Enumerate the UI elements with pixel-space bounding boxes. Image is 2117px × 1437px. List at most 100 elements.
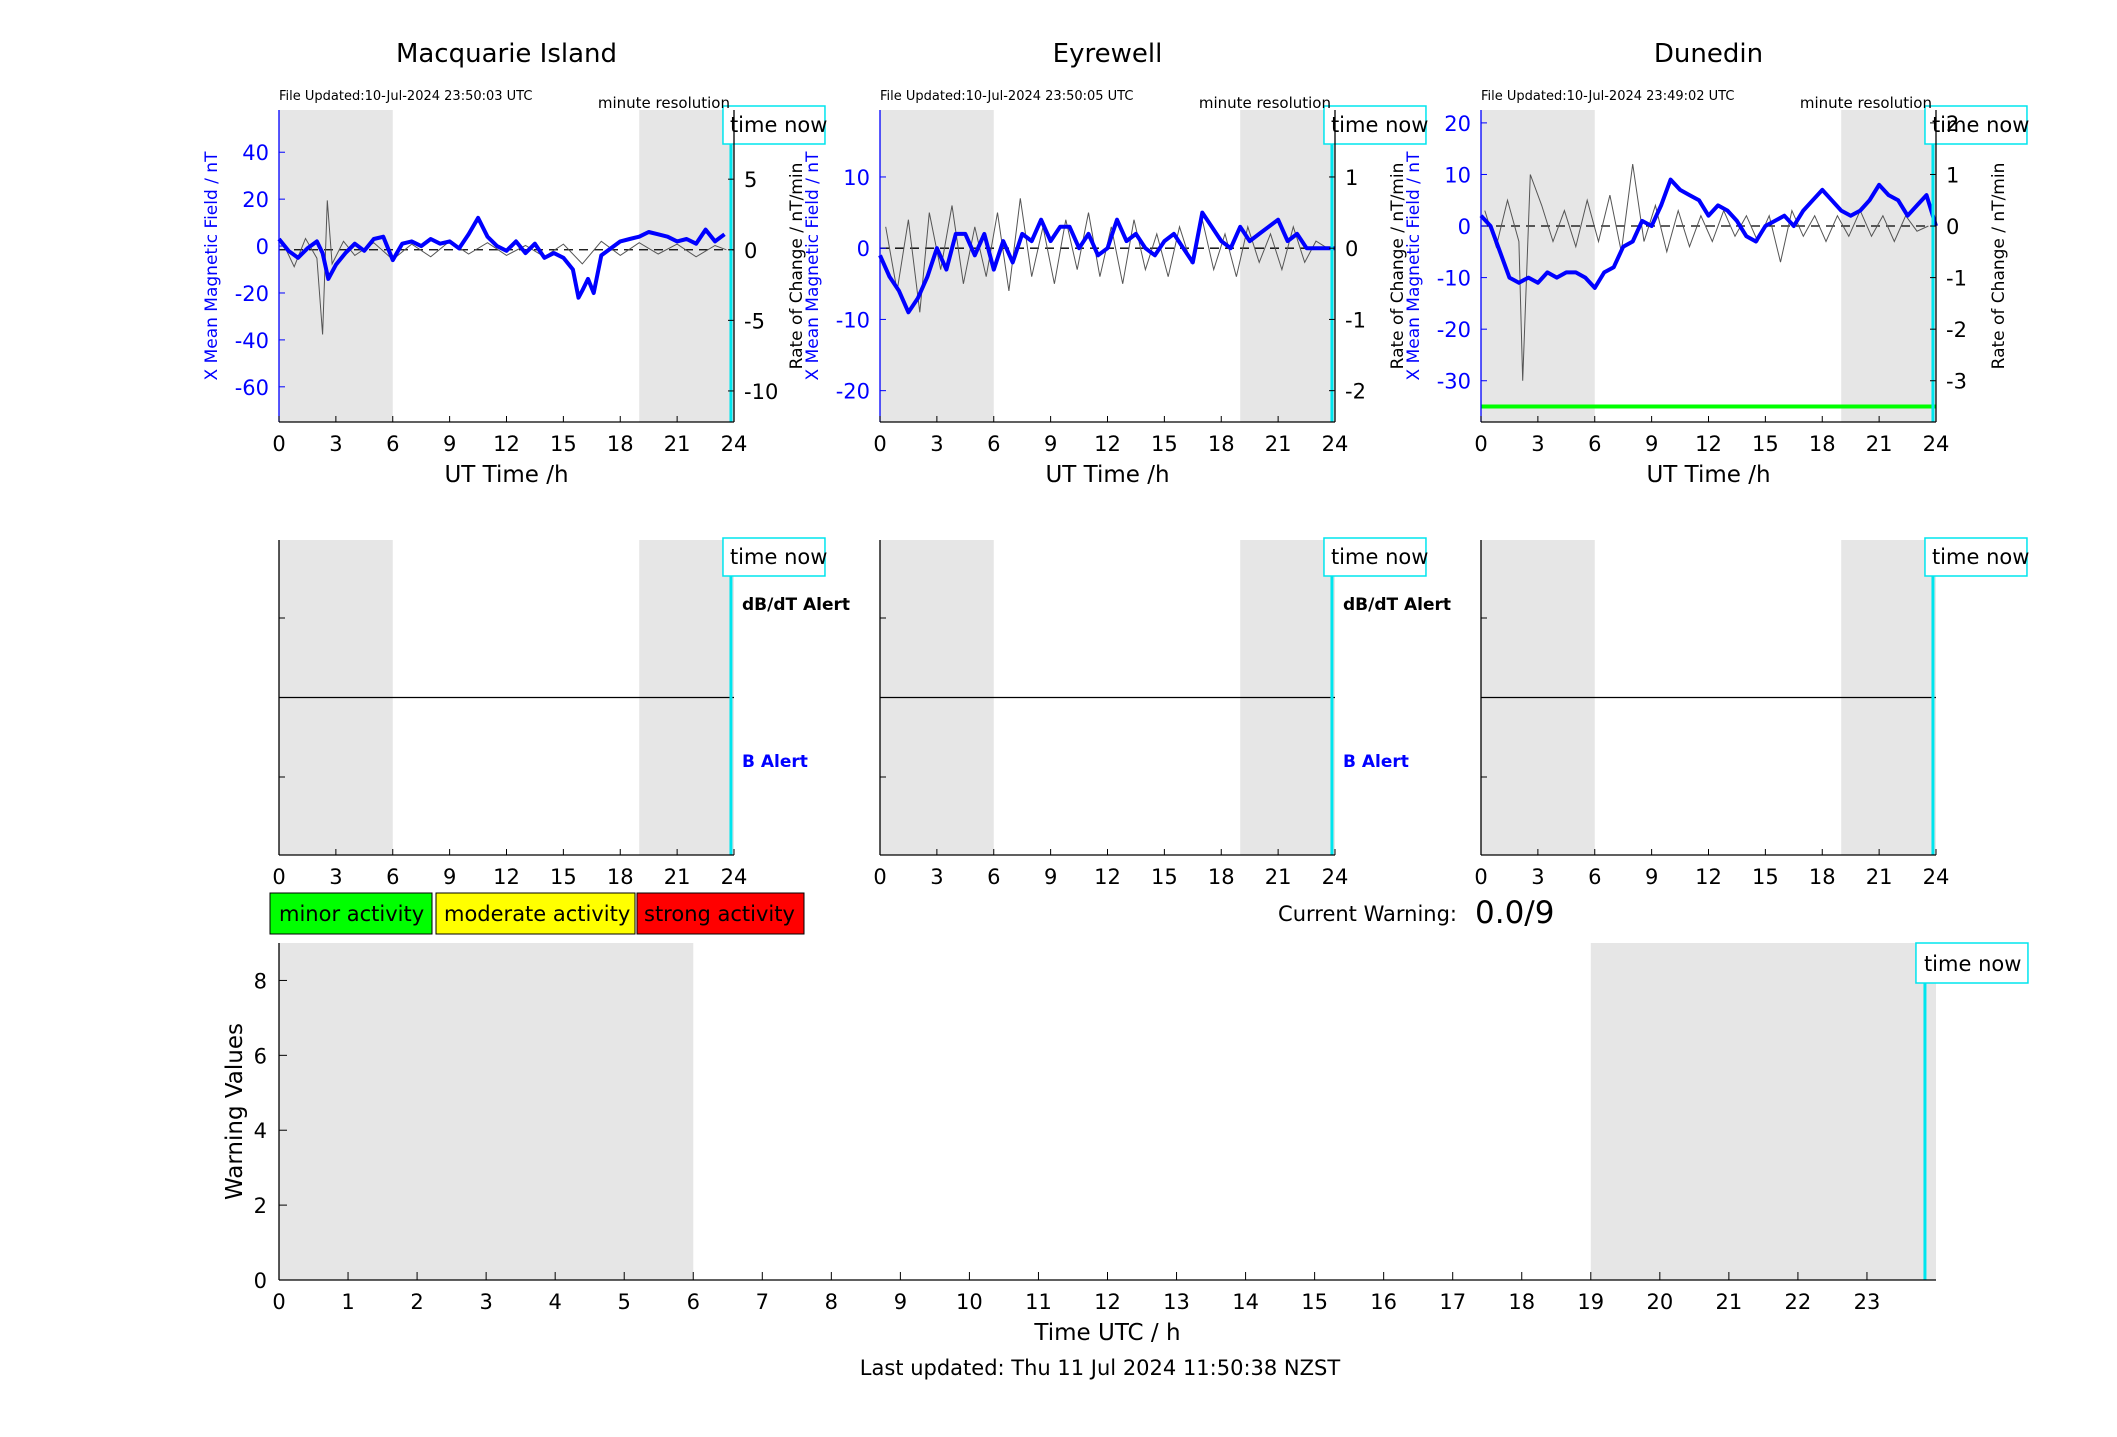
left-tick-label: 0	[857, 237, 870, 261]
x-tick-label: 21	[1265, 432, 1292, 456]
x-tick-label: 24	[721, 865, 748, 889]
y-tick-label: 2	[254, 1194, 267, 1218]
strong-label: strong activity	[644, 902, 795, 926]
x-tick-label: 3	[930, 432, 943, 456]
left-tick-label: 10	[1444, 163, 1471, 187]
x-tick-label: 4	[548, 1290, 561, 1314]
x-tick-label: 15	[550, 432, 577, 456]
x-tick-label: 21	[1866, 865, 1893, 889]
x-tick-label: 0	[272, 865, 285, 889]
time-now-box	[1915, 942, 2029, 984]
right-tick-label: 1	[1946, 163, 1959, 187]
x-tick-label: 9	[1044, 865, 1057, 889]
right-axis-title: Rate of Change / nT/min	[787, 163, 807, 370]
right-tick-label: 0	[744, 239, 757, 263]
left-axis-title: X Mean Magnetic Field / nT	[803, 151, 823, 381]
dbdt-alert-label: dB/dT Alert	[1343, 595, 1451, 615]
alert-panel-0: time now 0 3 6 9 12 15 18 21 24 dB/dT Alert B Alert	[272, 537, 850, 889]
x-tick-label: 24	[1322, 865, 1349, 889]
x-tick-label: 12	[1094, 865, 1121, 889]
x-tick-label: 18	[607, 432, 634, 456]
x-tick-label: 17	[1439, 1290, 1466, 1314]
time-now-label: time now	[1932, 113, 2029, 137]
x-tick-label: 21	[1716, 1290, 1743, 1314]
x-tick-label: 3	[329, 865, 342, 889]
time-now-box	[722, 105, 826, 145]
b-alert-label: B Alert	[1343, 752, 1409, 772]
night-shade	[279, 943, 694, 1280]
left-tick-label: 10	[843, 166, 870, 190]
file-updated: File Updated:10-Jul-2024 23:50:03 UTC	[279, 89, 532, 104]
left-tick-label: -60	[235, 376, 269, 400]
right-axis-title: Rate of Change / nT/min	[1388, 163, 1408, 370]
x-tick-label: 2	[410, 1290, 423, 1314]
x-tick-label: 6	[1588, 865, 1601, 889]
rate-of-change-line	[282, 200, 727, 335]
right-tick-label: 2	[1946, 112, 1959, 136]
x-axis-title: Time UTC / h	[1033, 1320, 1180, 1346]
right-tick-label: -1	[1345, 308, 1366, 332]
left-tick-label: 0	[1458, 215, 1471, 239]
time-now-label: time now	[730, 545, 827, 569]
right-tick-label: 0	[1345, 237, 1358, 261]
last-updated: Last updated: Thu 11 Jul 2024 11:50:38 N…	[860, 1356, 1341, 1380]
x-tick-label: 24	[1322, 432, 1349, 456]
left-tick-label: 20	[242, 188, 269, 212]
x-tick-label: 5	[618, 1290, 631, 1314]
x-tick-label: 0	[272, 432, 285, 456]
x-tick-label: 18	[607, 865, 634, 889]
left-tick-label: 0	[256, 235, 269, 259]
time-now-label: time now	[1932, 545, 2029, 569]
minor-swatch	[269, 892, 433, 935]
station-panel-0: time now 40 20 0 -20 -40 -60 5 0 -5 -10 0 3 6 9 12 15 18 2…	[202, 39, 827, 488]
night-shade	[1841, 110, 1936, 422]
right-tick-label: -3	[1946, 370, 1967, 394]
minor-label: minor activity	[279, 902, 424, 926]
left-tick-label: -10	[836, 308, 870, 332]
current-warning-value: 0.0/9	[1475, 895, 1554, 931]
x-tick-label: 19	[1577, 1290, 1604, 1314]
left-axis-title: X Mean Magnetic Field / nT	[202, 151, 222, 381]
night-shade	[1240, 110, 1335, 422]
dbdt-alert-label: dB/dT Alert	[742, 595, 850, 615]
night-shade	[1590, 943, 1936, 1280]
x-tick-label: 9	[1044, 432, 1057, 456]
x-tick-label: 9	[1645, 432, 1658, 456]
x-tick-label: 0	[873, 432, 886, 456]
strong-swatch	[636, 892, 805, 935]
x-tick-label: 18	[1508, 1290, 1535, 1314]
x-tick-label: 15	[1151, 432, 1178, 456]
alert-panel-2: time now 0 3 6 9 12 15 18 21 24	[1474, 537, 2029, 889]
station-title: Dunedin	[1654, 39, 1763, 69]
x-tick-label: 6	[386, 432, 399, 456]
x-tick-label: 9	[894, 1290, 907, 1314]
resolution-label: minute resolution	[1800, 94, 1932, 112]
x-tick-label: 15	[550, 865, 577, 889]
file-updated: File Updated:10-Jul-2024 23:50:05 UTC	[880, 89, 1133, 104]
right-tick-label: -5	[744, 309, 765, 333]
left-tick-label: -30	[1437, 370, 1471, 394]
current-warning: Current Warning: 0.0/9	[1278, 895, 1554, 931]
right-tick-label: -2	[1946, 318, 1967, 342]
x-tick-label: 21	[1265, 865, 1292, 889]
rate-of-change-line	[1484, 164, 1929, 381]
x-tick-label: 21	[664, 432, 691, 456]
night-shade	[639, 110, 734, 422]
x-tick-label: 6	[1588, 432, 1601, 456]
time-now-box	[722, 537, 826, 577]
x-tick-label: 6	[687, 1290, 700, 1314]
time-now-label: time now	[1331, 113, 1428, 137]
left-tick-label: -20	[836, 380, 870, 404]
x-tick-label: 6	[987, 432, 1000, 456]
left-tick-label: -20	[235, 282, 269, 306]
x-axis-title: UT Time /h	[1646, 462, 1770, 488]
x-tick-label: 12	[1695, 432, 1722, 456]
x-tick-label: 9	[1645, 865, 1658, 889]
station-title: Eyrewell	[1053, 39, 1163, 69]
y-axis-title: Warning Values	[222, 1023, 248, 1200]
x-tick-label: 18	[1208, 432, 1235, 456]
left-tick-label: -10	[1437, 267, 1471, 291]
x-tick-label: 1	[341, 1290, 354, 1314]
